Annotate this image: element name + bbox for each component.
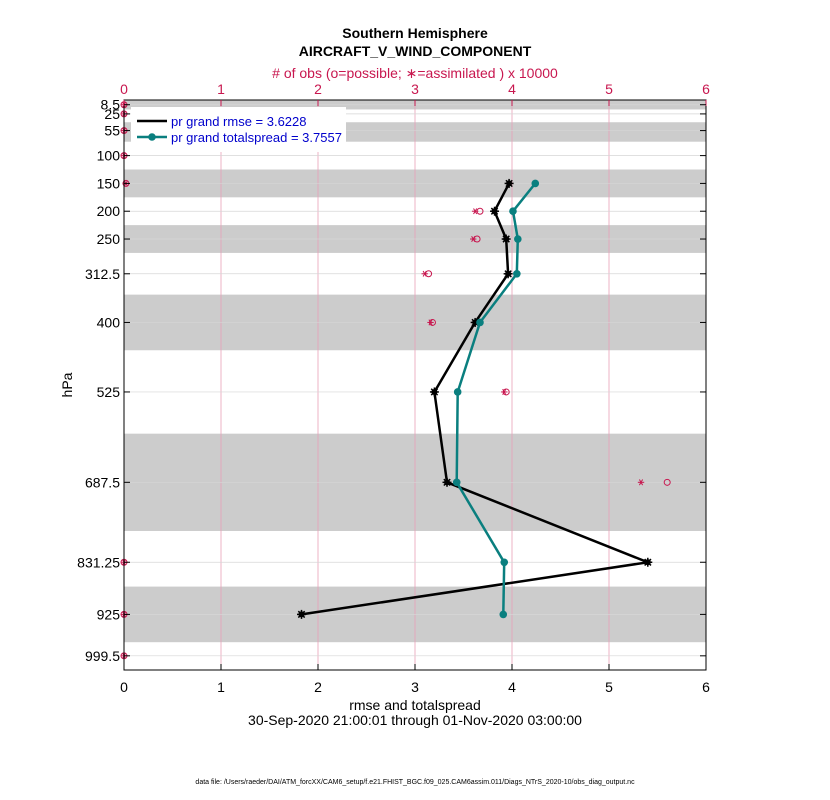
obs-assimilated-marker-8	[427, 319, 434, 326]
y-tick-label-7: 312.5	[85, 266, 120, 282]
series-1-point-8	[499, 610, 508, 619]
y-tick-label-3: 100	[97, 148, 121, 164]
top-tick-label-0: 0	[120, 81, 128, 97]
series-0-point-0	[504, 178, 514, 188]
series-1-point-6	[452, 478, 461, 487]
y-tick-label-9: 525	[97, 384, 121, 400]
top-tick-label-3: 3	[411, 81, 419, 97]
top-axis-ticks: 0 1 2 3 4 5 6	[120, 81, 710, 106]
y-tick-label-10: 687.5	[85, 474, 120, 490]
series-1-point-2	[514, 235, 522, 243]
date-range: 30-Sep-2020 21:00:01 through 01-Nov-2020…	[248, 712, 582, 728]
top-tick-label-5: 5	[605, 81, 613, 97]
y-tick-label-6: 250	[97, 231, 121, 247]
top-tick-label-2: 2	[314, 81, 322, 97]
y-tick-label-2: 55	[104, 123, 120, 139]
series-1-point-7	[500, 558, 509, 567]
x-tick-label-3: 3	[411, 679, 419, 695]
series-1-point-1	[509, 207, 517, 216]
top-tick-label-1: 1	[217, 81, 225, 97]
data-file-footnote: data file: /Users/raeder/DAI/ATM_forcXX/…	[195, 779, 635, 786]
obs-assimilated-marker-10	[637, 479, 645, 486]
chart-subtitle: AIRCRAFT_V_WIND_COMPONENT	[299, 43, 532, 59]
y-tick-label-8: 400	[97, 314, 121, 330]
legend-rmse-label: pr grand rmse = 3.6228	[171, 114, 307, 129]
legend-spread-marker	[148, 133, 156, 141]
series-0-point-3	[503, 269, 513, 279]
x-axis-ticks: 0 1 2 3 4 5 6	[120, 664, 710, 695]
series-0-point-7	[643, 557, 653, 567]
series-1-point-5	[453, 388, 462, 396]
top-tick-label-6: 6	[702, 81, 710, 97]
series-1-point-3	[513, 269, 521, 278]
series-0-point-6	[442, 477, 452, 487]
y-tick-label-12: 925	[97, 606, 121, 622]
x-tick-label-4: 4	[508, 679, 516, 695]
obs-assimilated-marker-5	[471, 208, 479, 215]
top-axis-label: # of obs (o=possible; ∗=assimilated ) x …	[272, 65, 558, 81]
y-tick-label-5: 200	[97, 203, 121, 219]
obs-possible-marker-10	[663, 478, 671, 486]
y-axis-label: hPa	[59, 372, 75, 397]
series-0-point-1	[490, 206, 500, 216]
y-tick-label-4: 150	[97, 175, 121, 191]
obs-assimilated-marker-9	[501, 388, 508, 395]
x-tick-label-2: 2	[314, 679, 322, 695]
obs-assimilated-marker-7	[421, 270, 428, 277]
series-1-point-4	[476, 318, 484, 327]
y-tick-label-1: 25	[104, 106, 120, 122]
y-tick-label-13: 999.5	[85, 648, 120, 664]
series-0-point-5	[429, 387, 439, 397]
top-tick-label-4: 4	[508, 81, 516, 97]
legend-box	[131, 107, 346, 152]
series-0-point-8	[297, 609, 307, 619]
x-tick-label-6: 6	[702, 679, 710, 695]
chart-title: Southern Hemisphere	[342, 25, 488, 41]
y-tick-label-11: 831.25	[77, 554, 120, 570]
legend: pr grand rmse = 3.6228 pr grand totalspr…	[131, 107, 346, 152]
series-0-point-2	[501, 234, 511, 244]
obs-assimilated-marker-6	[470, 236, 477, 243]
legend-spread-label: pr grand totalspread = 3.7557	[171, 130, 342, 145]
x-axis-label: rmse and totalspread	[349, 697, 481, 713]
x-tick-label-0: 0	[120, 679, 128, 695]
series-1-point-0	[531, 179, 540, 188]
series-lines	[297, 178, 653, 619]
x-tick-label-1: 1	[217, 679, 225, 695]
y-tick-label-0: 8.5	[101, 97, 121, 113]
x-tick-label-5: 5	[605, 679, 613, 695]
